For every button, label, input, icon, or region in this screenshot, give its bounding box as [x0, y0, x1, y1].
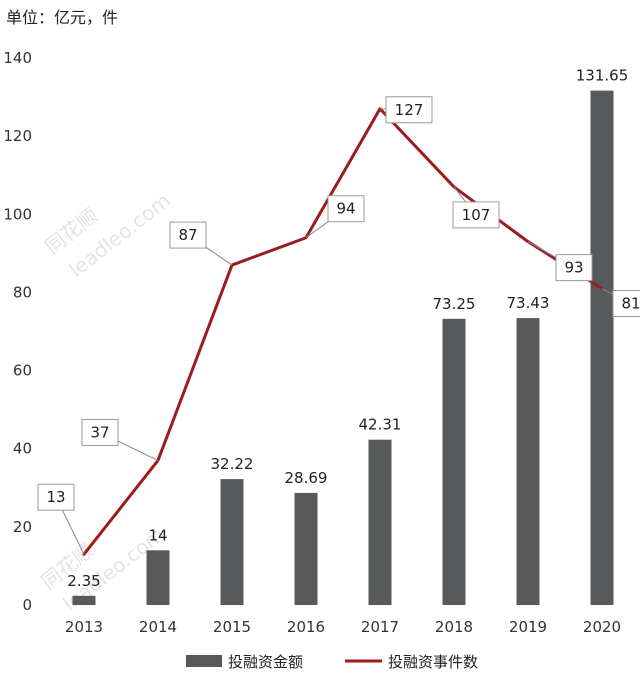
y-axis: 0 20 40 60 80 100 120 140 2013 2014 2015 2016 2017 20… [3, 49, 621, 636]
bar [220, 479, 244, 605]
bar [442, 318, 466, 605]
line-value-label: 94 [336, 200, 355, 218]
x-tick-label: 2014 [139, 618, 177, 636]
y-tick-label: 100 [3, 205, 32, 223]
callout-box [81, 418, 119, 446]
callout-box [612, 290, 640, 318]
line-value-label: 93 [564, 259, 583, 277]
unit-label: 单位：亿元，件 [6, 8, 119, 27]
bar-value-label: 2.35 [67, 572, 100, 590]
bar-value-label: 73.43 [507, 294, 550, 312]
legend-line-label: 投融资事件数 [388, 653, 478, 671]
callout-box [385, 96, 433, 124]
x-tick-label: 2017 [361, 618, 399, 636]
legend: 投融资金额 投融资事件数 [186, 653, 478, 671]
legend-bar-swatch [186, 655, 222, 667]
x-tick-label: 2016 [287, 618, 325, 636]
y-tick-label: 140 [3, 49, 32, 67]
callout-box [555, 254, 593, 282]
callout-box [37, 483, 75, 511]
bar-value-label: 131.65 [576, 67, 629, 85]
bar [72, 595, 96, 605]
x-tick-label: 2020 [583, 618, 621, 636]
y-tick-label: 20 [13, 518, 32, 536]
line-value-label: 127 [395, 101, 424, 119]
line-value-label: 13 [46, 488, 65, 506]
line-value-label: 37 [90, 423, 109, 441]
line-value-label: 81 [621, 295, 640, 313]
legend-bar-label: 投融资金额 [228, 653, 303, 671]
bar [590, 90, 614, 606]
y-tick-label: 40 [13, 440, 32, 458]
y-tick-label: 0 [22, 596, 32, 614]
x-tick-label: 2019 [509, 618, 547, 636]
y-tick-label: 120 [3, 127, 32, 145]
bar [516, 318, 540, 605]
callout-box [169, 221, 207, 249]
bar-value-label: 42.31 [359, 416, 402, 434]
line-value-label: 107 [462, 206, 491, 224]
y-tick-label: 80 [13, 283, 32, 301]
bar-series [72, 90, 614, 606]
bar-value-label: 73.25 [433, 295, 476, 313]
x-tick-label: 2015 [213, 618, 251, 636]
callout-box [327, 195, 365, 223]
line-value-label: 87 [178, 226, 197, 244]
data-labels: 2.35 14 32.22 28.69 42.31 73.25 73.43 131.65 13 3… [37, 67, 640, 590]
x-tick-label: 2013 [65, 618, 103, 636]
y-tick-label: 60 [13, 362, 32, 380]
bar [146, 550, 170, 605]
x-tick-label: 2018 [435, 618, 473, 636]
callout-box [452, 201, 500, 229]
bar [368, 439, 392, 605]
bar-value-label: 32.22 [211, 455, 254, 473]
bar-value-label: 14 [148, 526, 167, 544]
bar-value-label: 28.69 [285, 469, 328, 487]
bar [294, 492, 318, 605]
line-series [82, 107, 604, 556]
line-path [82, 107, 604, 556]
